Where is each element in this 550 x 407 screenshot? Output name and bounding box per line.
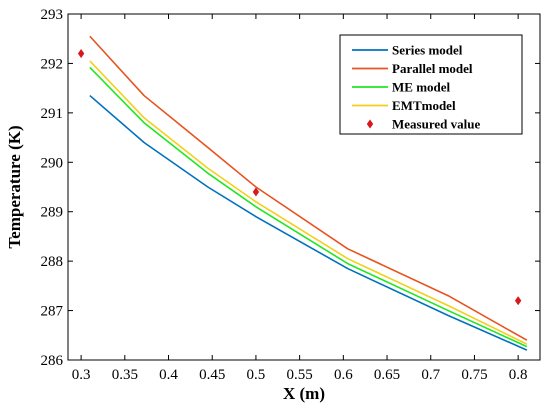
- series-layer: [77, 35, 528, 351]
- plot-frame: [67, 13, 541, 361]
- y-axis-title: Temperature (K): [5, 125, 24, 248]
- x-tick-label: 0.75: [461, 367, 487, 383]
- y-axis-ticks: 286 287 288 289 290 291 292 293: [41, 7, 540, 369]
- x-tick-label: 0.45: [199, 367, 225, 383]
- legend-label-parallel-model: Parallel model: [392, 61, 473, 76]
- x-axis-title: X (m): [283, 384, 325, 403]
- legend: Series model Parallel model ME model EMTmod…: [339, 34, 523, 135]
- x-tick-label: 0.8: [509, 367, 528, 383]
- legend-label-emtmodel: EMTmodel: [392, 98, 456, 113]
- legend-box: [339, 34, 523, 135]
- series-line-series-model: [89, 94, 528, 351]
- y-tick-label: 290: [41, 155, 64, 171]
- y-tick-label: 286: [41, 353, 64, 369]
- legend-label-measured-value: Measured value: [392, 117, 480, 132]
- series-line-parallel-model: [89, 35, 528, 341]
- x-tick-label: 0.35: [112, 367, 138, 383]
- x-tick-label: 0.3: [72, 367, 91, 383]
- x-tick-label: 0.6: [334, 367, 353, 383]
- legend-swatch-measured-value: [366, 119, 374, 129]
- data-point-measured-value: [77, 48, 85, 59]
- data-point-measured-value: [514, 296, 522, 306]
- y-tick-label: 287: [41, 304, 64, 320]
- x-axis-ticks: 0.3 0.35 0.4 0.45 0.5 0.55 0.6 0.65 0.7 0.75 0.8: [72, 14, 528, 383]
- x-tick-label: 0.65: [374, 367, 400, 383]
- series-line-emtmodel: [89, 60, 528, 345]
- y-tick-label: 293: [41, 7, 64, 23]
- x-tick-label: 0.7: [421, 367, 440, 383]
- y-tick-label: 292: [41, 56, 64, 72]
- y-tick-label: 288: [41, 254, 64, 270]
- y-tick-label: 289: [41, 205, 64, 221]
- data-point-measured-value: [252, 187, 260, 197]
- x-tick-label: 0.55: [287, 367, 313, 383]
- series-line-me-model: [89, 66, 528, 348]
- x-tick-label: 0.5: [247, 367, 266, 383]
- y-tick-label: 291: [41, 106, 64, 122]
- x-tick-label: 0.4: [159, 367, 178, 383]
- legend-label-series-model: Series model: [392, 43, 463, 58]
- legend-label-me-model: ME model: [392, 80, 451, 95]
